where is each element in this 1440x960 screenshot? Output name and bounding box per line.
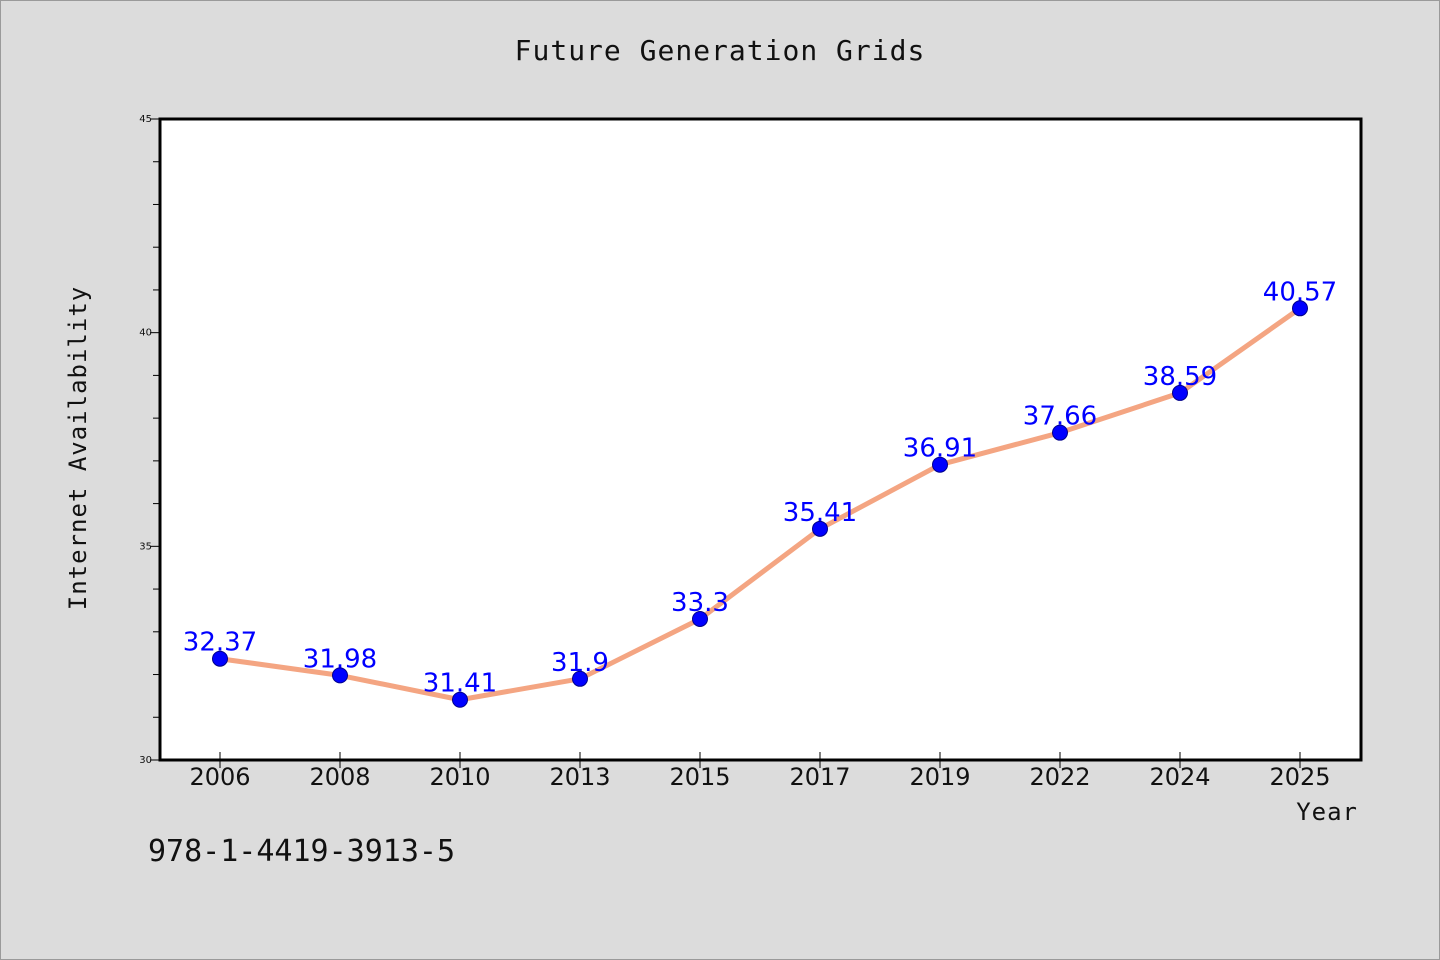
- y-axis: 30 35 40 45: [139, 114, 159, 766]
- data-point: [332, 667, 348, 684]
- data-markers: [212, 300, 1308, 708]
- data-label: 31.9: [551, 648, 609, 678]
- data-label: 35.41: [783, 498, 857, 528]
- data-point: [572, 670, 588, 687]
- data-point: [212, 650, 228, 667]
- x-tick-label: 2022: [1029, 763, 1090, 791]
- data-label: 40.57: [1263, 277, 1337, 307]
- data-label: 36.91: [903, 434, 977, 464]
- y-tick-label: 30: [139, 755, 152, 766]
- data-label: 32.37: [183, 628, 257, 658]
- y-tick-label: 45: [139, 114, 152, 125]
- data-point: [932, 456, 948, 473]
- x-axis-label: Year: [1296, 798, 1358, 826]
- y-tick-label: 40: [139, 328, 152, 339]
- plot-area: [158, 117, 1363, 762]
- x-tick-label: 2019: [909, 763, 970, 791]
- chart-title: Future Generation Grids: [514, 34, 926, 67]
- x-tick-label: 2025: [1269, 763, 1330, 791]
- x-axis: 2006 2008 2010 2013 2015 2017 2019 2022 2024 2025: [189, 752, 1331, 791]
- data-point: [692, 610, 708, 627]
- data-point: [1292, 300, 1308, 317]
- data-labels: 32.37 31.98 31.41 31.9 33.3 35.41 36.91 37.66 38…: [183, 277, 1337, 698]
- series-line: [217, 305, 1303, 703]
- x-tick-label: 2010: [429, 763, 490, 791]
- data-label: 38.59: [1143, 362, 1217, 392]
- y-axis-label: Internet Availability: [64, 286, 92, 610]
- x-tick-label: 2008: [309, 763, 370, 791]
- y-tick-label: 35: [139, 541, 152, 552]
- data-point: [812, 520, 828, 537]
- data-point: [1172, 384, 1188, 401]
- data-label: 31.98: [303, 644, 377, 674]
- x-tick-label: 2013: [549, 763, 610, 791]
- isbn-text: 978-1-4419-3913-5: [148, 834, 456, 869]
- data-point: [1052, 424, 1068, 441]
- data-label: 31.41: [423, 669, 497, 699]
- x-tick-label: 2015: [669, 763, 730, 791]
- x-tick-label: 2017: [789, 763, 850, 791]
- data-label: 37.66: [1023, 402, 1097, 432]
- data-label: 33.3: [671, 588, 729, 618]
- x-tick-label: 2024: [1149, 763, 1210, 791]
- data-point: [452, 691, 468, 708]
- x-tick-label: 2006: [189, 763, 250, 791]
